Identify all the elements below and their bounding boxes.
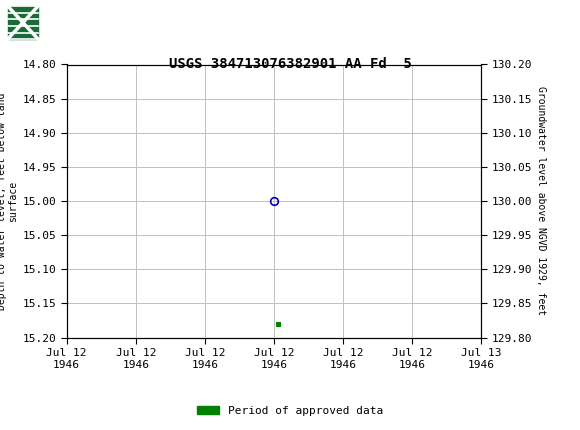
Y-axis label: Groundwater level above NGVD 1929, feet: Groundwater level above NGVD 1929, feet — [536, 86, 546, 316]
Text: USGS 384713076382901 AA Fd  5: USGS 384713076382901 AA Fd 5 — [169, 57, 411, 71]
Legend: Period of approved data: Period of approved data — [193, 401, 387, 420]
Bar — [8, 6, 38, 39]
Bar — [7, 6, 39, 40]
Y-axis label: Depth to water level, feet below land
surface: Depth to water level, feet below land su… — [0, 92, 19, 310]
Text: USGS: USGS — [44, 14, 99, 31]
